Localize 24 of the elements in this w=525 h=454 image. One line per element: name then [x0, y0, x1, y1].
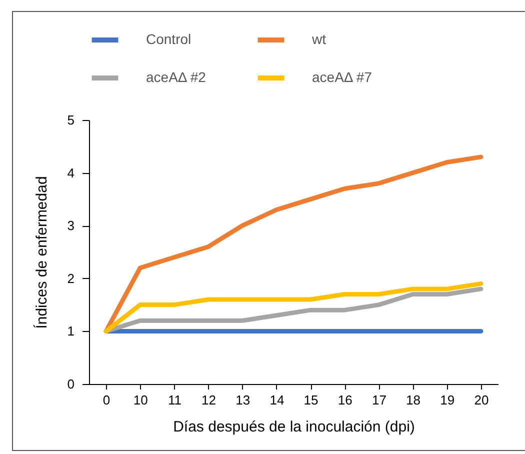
x-tick-label: 17 — [372, 392, 386, 408]
y-tick-label: 5 — [67, 112, 74, 128]
x-tick-label: 16 — [338, 392, 352, 408]
y-tick-label: 1 — [67, 324, 74, 339]
x-tick-label: 0 — [102, 392, 110, 408]
x-tick-label: 18 — [406, 392, 421, 408]
legend-label: Control — [146, 31, 192, 47]
x-tick-label: 10 — [133, 392, 148, 408]
x-tick-label: 19 — [440, 392, 455, 408]
x-tick-label: 11 — [168, 392, 182, 408]
x-tick-label: 20 — [474, 392, 489, 408]
x-tick-label: 15 — [304, 392, 318, 408]
y-tick-label: 2 — [67, 270, 74, 286]
x-tick-label: 12 — [202, 392, 216, 408]
y-tick-label: 0 — [67, 376, 74, 392]
x-tick-label: 13 — [236, 392, 250, 408]
x-tick-label: 14 — [270, 392, 284, 408]
y-tick-label: 3 — [67, 218, 74, 234]
legend-label: aceAΔ #7 — [312, 69, 372, 85]
x-axis-title: Días después de la inoculación (dpi) — [173, 418, 415, 436]
y-axis-title: Índices de enfermedad — [32, 176, 50, 329]
y-tick-label: 4 — [67, 165, 74, 180]
legend-label: wt — [311, 31, 326, 47]
legend-label: aceAΔ #2 — [146, 69, 206, 85]
